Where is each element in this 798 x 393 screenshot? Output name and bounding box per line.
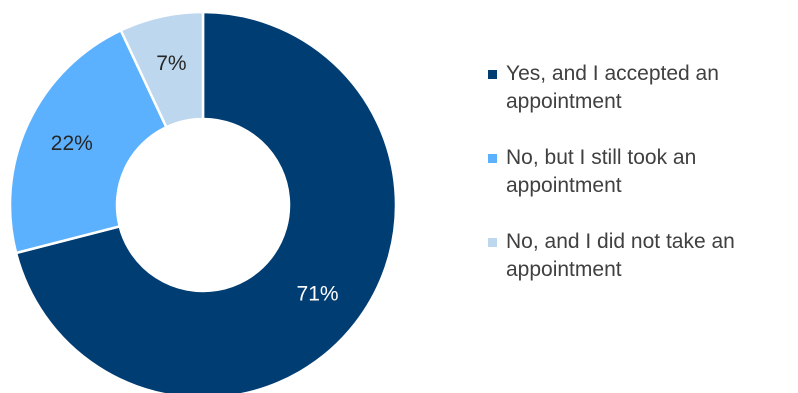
- donut-slice-no-still-took: [8, 28, 169, 255]
- legend-label-yes-accepted: Yes, and I accepted an appointment: [506, 62, 719, 113]
- slice-label-yes-accepted: 71%: [297, 282, 339, 305]
- legend-label-no-still-took: No, but I still took an appointment: [506, 146, 697, 197]
- legend-item-no-still-took: No, but I still took an appointment: [488, 144, 788, 200]
- slice-label-no-still-took: 22%: [51, 132, 93, 155]
- legend-swatch-yes-accepted: [488, 70, 497, 79]
- slice-label-no-did-not-take: 7%: [156, 52, 186, 75]
- legend-swatch-no-did-not-take: [488, 238, 497, 247]
- legend-item-yes-accepted: Yes, and I accepted an appointment: [488, 60, 788, 116]
- legend-item-no-did-not-take: No, and I did not take an appointment: [488, 228, 788, 284]
- legend-swatch-no-still-took: [488, 154, 497, 163]
- donut-chart: 71% 22% 7%: [8, 10, 398, 393]
- donut-slice-yes-accepted: [14, 10, 398, 393]
- chart-legend: Yes, and I accepted an appointment No, b…: [488, 60, 788, 312]
- donut-slices: [8, 10, 398, 393]
- legend-label-no-did-not-take: No, and I did not take an appointment: [506, 230, 735, 281]
- donut-slice-labels: 71% 22% 7%: [51, 52, 339, 305]
- donut-slice-no-did-not-take: [119, 10, 205, 129]
